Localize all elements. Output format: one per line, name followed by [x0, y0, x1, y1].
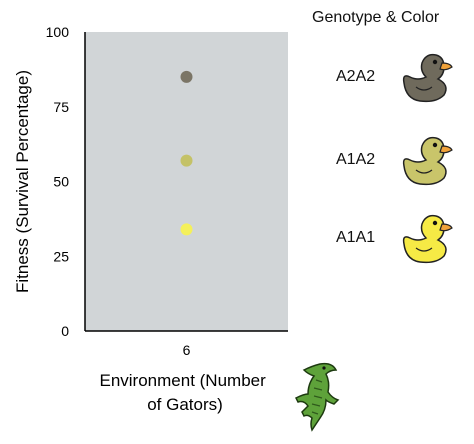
data-points — [180, 70, 193, 236]
duck-icon — [402, 214, 453, 264]
x-axis-label-line-2: of Gators) — [147, 395, 223, 414]
y-tick-label: 25 — [53, 248, 69, 264]
legend-label: A1A1 — [336, 229, 376, 246]
x-axis-label-line-1: Environment (Number — [99, 371, 266, 390]
y-tick-label: 0 — [61, 323, 69, 339]
x-tick-label: 6 — [183, 342, 191, 358]
legend-title: Genotype & Color — [312, 9, 440, 26]
legend-label: A1A2 — [336, 151, 376, 168]
x-axis-label: Environment (Number of Gators) — [99, 371, 270, 414]
data-point-a2a2 — [180, 70, 193, 83]
legend-entry-a1a2: A1A2 — [336, 130, 466, 190]
duck-icon — [402, 136, 453, 186]
y-tick-labels: 0 25 50 75 100 — [46, 24, 70, 339]
legend-label: A2A2 — [336, 68, 376, 85]
alligator-icon — [294, 362, 340, 432]
legend-entry-a1a1: A1A1 — [336, 208, 466, 268]
duck-icon — [402, 53, 453, 103]
data-point-a1a1 — [180, 223, 193, 236]
y-tick-label: 100 — [46, 24, 70, 40]
x-tick-labels: 6 — [183, 342, 191, 358]
y-tick-label: 75 — [53, 99, 69, 115]
legend-entry-a2a2: A2A2 — [336, 47, 466, 107]
y-axis-label: Fitness (Survival Percentage) — [13, 70, 32, 293]
y-tick-label: 50 — [53, 174, 69, 190]
data-point-a1a2 — [180, 154, 193, 167]
